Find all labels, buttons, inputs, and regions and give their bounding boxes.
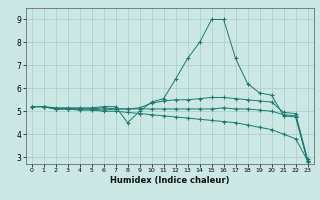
X-axis label: Humidex (Indice chaleur): Humidex (Indice chaleur)	[110, 176, 229, 185]
